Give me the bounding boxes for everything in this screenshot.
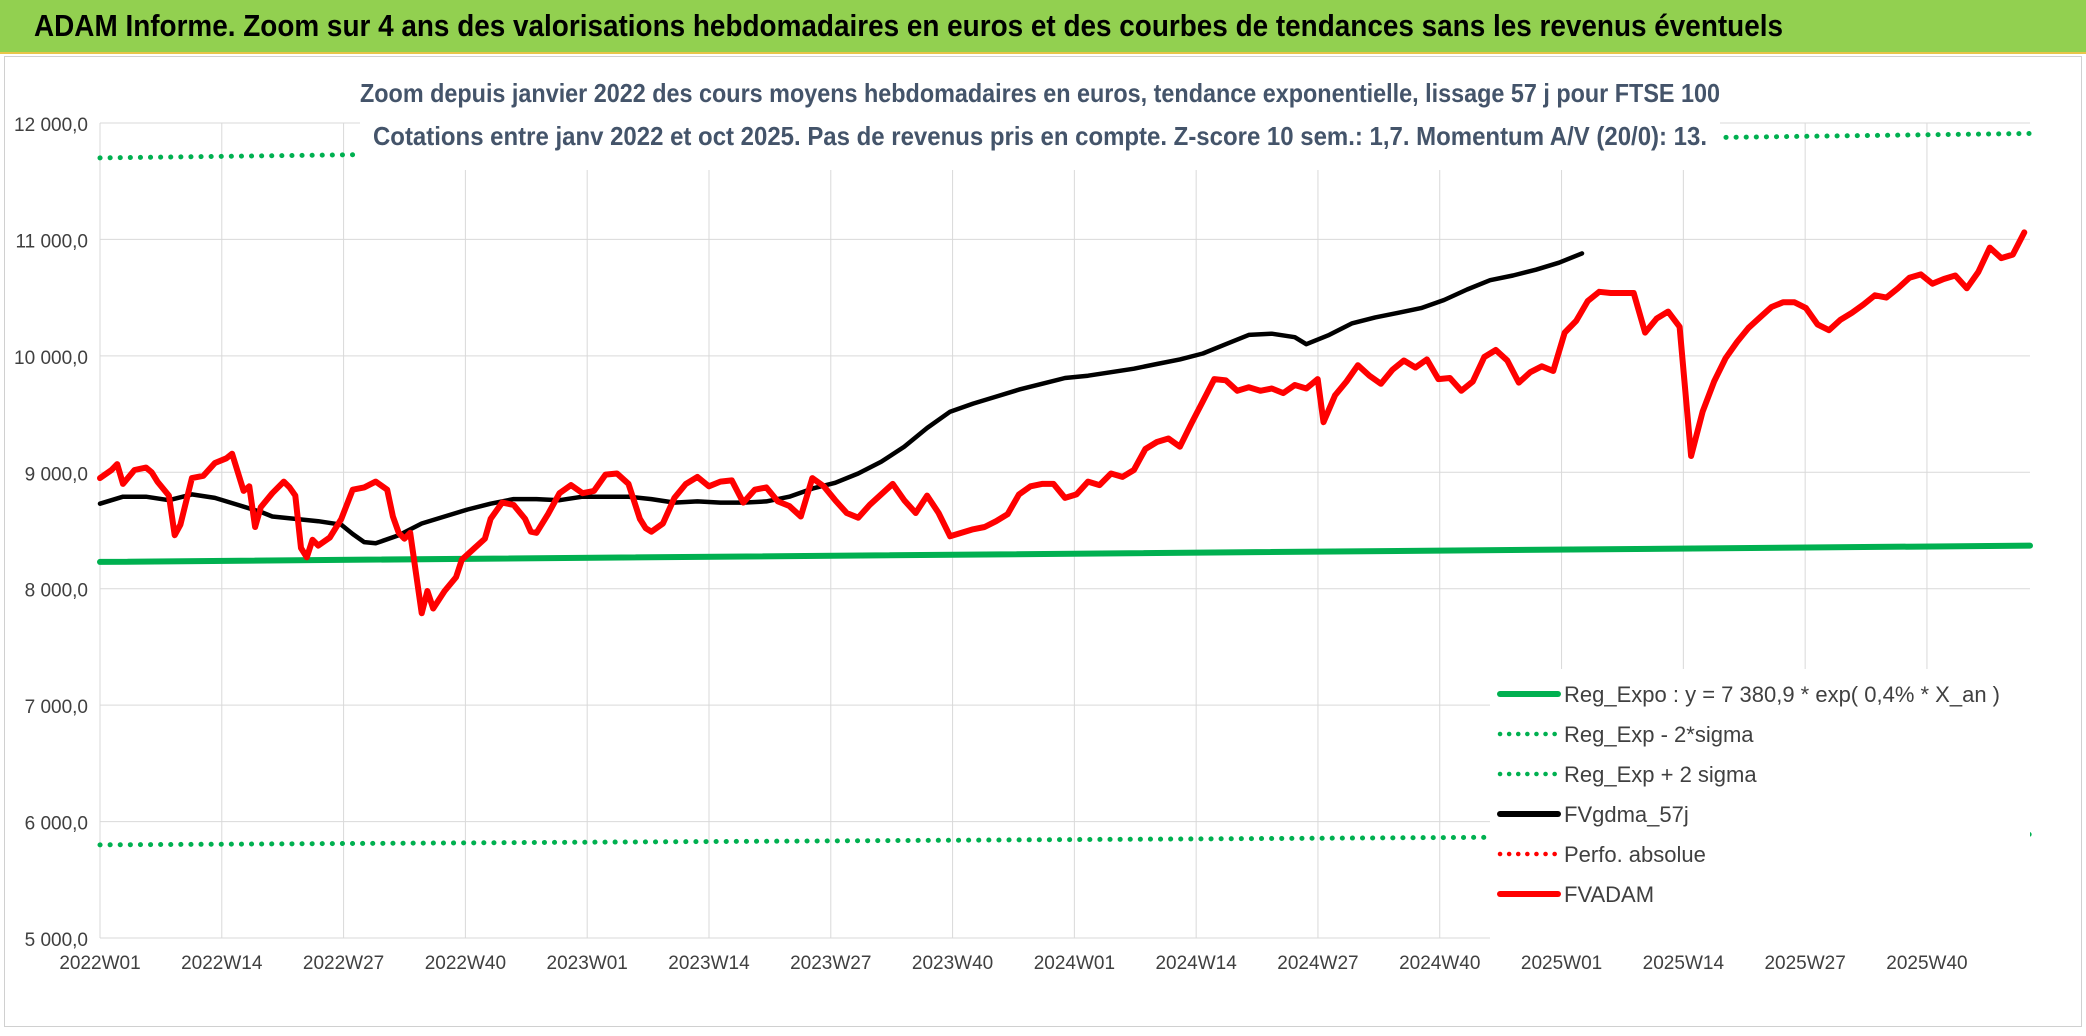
x-tick-label: 2023W27 <box>790 953 871 974</box>
legend-label: Reg_Exp - 2*sigma <box>1564 722 1754 747</box>
chart-svg: 5 000,0 6 000,0 7 000,0 8 000,0 9 000,0 10 00… <box>14 58 2033 974</box>
x-tick-label: 2024W40 <box>1399 953 1480 974</box>
x-axis: 2022W01 2022W14 2022W27 2022W40 2023W01 2023W… <box>59 953 1967 974</box>
report-title-banner: ADAM Informe. Zoom sur 4 ans des valoris… <box>0 0 2086 54</box>
x-tick-label: 2022W27 <box>303 953 384 974</box>
legend-label: Reg_Expo : y = 7 380,9 * exp( 0,4% * X_a… <box>1564 682 2000 707</box>
legend-label: FVADAM <box>1564 882 1654 907</box>
fvgdma-57j-series-line <box>97 251 1585 546</box>
y-tick-label: 10 000,0 <box>14 348 88 369</box>
x-tick-label: 2024W27 <box>1277 953 1358 974</box>
reg-expo-trend-line <box>97 542 2033 565</box>
x-tick-label: 2025W40 <box>1886 953 1967 974</box>
x-tick-label: 2022W14 <box>181 953 263 974</box>
x-tick-label: 2022W01 <box>59 953 140 974</box>
chart-container: 5 000,0 6 000,0 7 000,0 8 000,0 9 000,0 10 00… <box>0 54 2086 1031</box>
legend-label: Reg_Exp + 2 sigma <box>1564 762 1757 787</box>
x-tick-label: 2025W14 <box>1643 953 1725 974</box>
y-tick-label: 6 000,0 <box>25 814 88 835</box>
x-tick-label: 2023W01 <box>547 953 628 974</box>
legend-label: FVgdma_57j <box>1564 802 1689 827</box>
legend-background <box>1490 669 2030 939</box>
y-axis: 5 000,0 6 000,0 7 000,0 8 000,0 9 000,0 10 00… <box>14 115 88 951</box>
y-tick-label: 9 000,0 <box>25 464 88 485</box>
legend: Reg_Expo : y = 7 380,9 * exp( 0,4% * X_a… <box>1490 669 2030 939</box>
x-tick-label: 2024W01 <box>1034 953 1115 974</box>
chart-title: Zoom depuis janvier 2022 des cours moyen… <box>360 78 1720 108</box>
x-tick-label: 2022W40 <box>425 953 506 974</box>
x-tick-label: 2024W14 <box>1155 953 1237 974</box>
chart-subtitle: Cotations entre janv 2022 et oct 2025. P… <box>373 121 1707 151</box>
title-background <box>360 58 1720 170</box>
legend-label: Perfo. absolue <box>1564 842 1706 867</box>
y-tick-label: 5 000,0 <box>25 930 88 951</box>
report-title: ADAM Informe. Zoom sur 4 ans des valoris… <box>34 8 1783 43</box>
x-tick-label: 2023W40 <box>912 953 993 974</box>
x-tick-label: 2023W14 <box>668 953 750 974</box>
x-tick-label: 2025W01 <box>1521 953 1602 974</box>
fvadam-series-line <box>97 229 2028 617</box>
y-tick-label: 12 000,0 <box>14 115 88 136</box>
y-tick-label: 7 000,0 <box>25 697 88 718</box>
chart-titles: Zoom depuis janvier 2022 des cours moyen… <box>360 58 1720 170</box>
x-tick-label: 2025W27 <box>1764 953 1845 974</box>
y-tick-label: 8 000,0 <box>25 581 88 602</box>
y-tick-label: 11 000,0 <box>15 231 88 252</box>
